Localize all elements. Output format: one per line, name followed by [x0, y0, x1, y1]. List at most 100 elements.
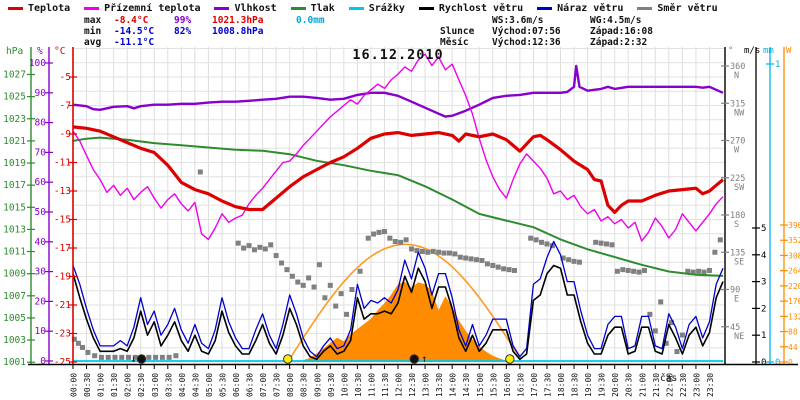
- legend-label: Srážky: [368, 3, 405, 14]
- wind-direction-point: [333, 303, 339, 309]
- sunrise-time: Východ:07:56: [492, 26, 561, 37]
- time-tick-label: 20:00: [611, 373, 620, 397]
- wind-direction-point: [119, 354, 125, 360]
- wind-direction-point: [85, 349, 91, 355]
- time-tick-label: 16:00: [503, 373, 512, 397]
- wind-direction-point: [392, 238, 398, 244]
- legend-dash: [84, 7, 100, 10]
- stats-row-min: min -14.5°C 82% 1008.8hPa: [84, 26, 346, 37]
- time-tick-label: 03:00: [151, 373, 160, 397]
- wind-direction-point: [468, 256, 474, 262]
- wind-direction-point: [295, 279, 301, 285]
- wind-direction-point: [381, 229, 387, 235]
- min-humidity: 82%: [174, 26, 192, 37]
- wind-direction-point: [376, 229, 382, 235]
- wind-tick-label: 5: [761, 224, 766, 234]
- pressure-tick-label: 1025: [3, 92, 26, 103]
- wind-direction-point: [490, 262, 496, 268]
- min-pressure: 1008.8hPa: [212, 26, 264, 37]
- pressure-tick-label: 1023: [3, 114, 26, 125]
- wind-direction-point: [539, 239, 545, 245]
- wind-direction-point: [647, 311, 653, 317]
- wind-direction-point: [75, 340, 81, 346]
- time-tick-label: 16:30: [516, 373, 525, 397]
- time-tick-label: 06:30: [246, 373, 255, 397]
- wind-direction-point: [631, 268, 637, 274]
- radiation-axis-unit: W: [786, 46, 792, 56]
- wind-direction-point: [284, 267, 290, 273]
- time-tick-label: 10:30: [354, 373, 363, 397]
- time-tick-label: 08:00: [286, 373, 295, 397]
- time-tick-label: 07:30: [273, 373, 282, 397]
- humidity-tick-label: 80: [35, 118, 47, 129]
- stats-left: max -8.4°C 99% 1021.3hPa 0.0mm min -14.5°C 82%…: [84, 15, 346, 48]
- time-tick-label: 20:30: [625, 373, 634, 397]
- rain-axis-unit: mm: [763, 46, 774, 56]
- time-tick-label: 18:30: [571, 373, 580, 397]
- time-tick-label: 06:00: [232, 373, 241, 397]
- moon_rise-arrow: ↑: [421, 354, 427, 365]
- humidity-tick-label: 50: [35, 207, 47, 218]
- ground-temperature-line: [72, 53, 724, 242]
- wind-direction-point: [679, 332, 685, 338]
- time-tick-label: 13:30: [435, 373, 444, 397]
- pressure-tick-label: 1009: [3, 269, 26, 280]
- legend-label: Směr větru: [657, 3, 718, 14]
- pressure-tick-label: 1011: [3, 247, 26, 258]
- temperature-tick-label: -23: [54, 329, 71, 340]
- wind-direction-point: [126, 354, 132, 360]
- time-tick-label: 13:00: [422, 373, 431, 397]
- avg-label: avg: [84, 37, 102, 48]
- direction-compass-label: SW: [734, 183, 745, 193]
- humidity-axis-unit: %: [37, 46, 43, 57]
- direction-tick-label: 180: [730, 211, 745, 221]
- min-label: min: [84, 26, 102, 37]
- time-tick-label: 15:30: [489, 373, 498, 397]
- legend: Teplota Přízemní teplota Vlhkost Tlak Srážky…: [8, 3, 718, 14]
- wind-direction-point: [717, 237, 723, 243]
- wind-direction-point: [365, 235, 371, 241]
- min-temp: -14.5°C: [114, 26, 155, 37]
- legend-label: Přízemní teplota: [104, 3, 201, 14]
- wind-direction-point: [197, 169, 203, 175]
- wind-direction-point: [92, 353, 98, 359]
- stats-row-max: max -8.4°C 99% 1021.3hPa 0.0mm: [84, 15, 346, 26]
- sun_rise-marker: [283, 354, 293, 364]
- direction-tick-label: 225: [730, 174, 745, 184]
- legend-dash: [214, 7, 230, 10]
- wind-speed-line: [72, 264, 724, 361]
- direction-axis-unit: °: [728, 46, 733, 56]
- direction-compass-label: W: [734, 146, 740, 156]
- moon_set-marker: [136, 354, 147, 364]
- direction-compass-label: E: [734, 295, 739, 305]
- wind-direction-point: [614, 268, 620, 274]
- wind-direction-point: [560, 255, 566, 261]
- wind-direction-point: [571, 258, 577, 264]
- wind-axis-unit: m/s: [744, 46, 760, 56]
- wind-direction-point: [262, 246, 268, 252]
- max-humidity: 99%: [174, 15, 192, 26]
- wind-direction-point: [658, 299, 664, 305]
- humidity-tick-label: 0: [40, 356, 46, 367]
- wind-stats-row: WS:3.6m/s WG:4.5m/s: [440, 15, 688, 26]
- wind-direction-point: [625, 267, 631, 273]
- wind-direction-point: [669, 320, 675, 326]
- stats-right: WS:3.6m/s WG:4.5m/s Slunce Východ:07:56 Záp…: [440, 15, 688, 48]
- moon_rise-marker: [409, 354, 419, 364]
- wind-direction-point: [349, 287, 355, 293]
- wind-direction-point: [701, 269, 707, 275]
- time-tick-label: 23:00: [692, 373, 701, 397]
- wind-direction-point: [132, 354, 138, 360]
- radiation-tick-label: 308: [788, 251, 800, 260]
- legend-item-0: Teplota: [8, 3, 70, 14]
- time-tick-label: 12:30: [408, 373, 417, 397]
- wind-direction-point: [398, 239, 404, 245]
- wind-direction-point: [436, 249, 442, 255]
- temperature-line: [72, 125, 725, 214]
- legend-item-2: Vlhkost: [214, 3, 277, 14]
- stats-row-avg: avg -11.1°C: [84, 37, 346, 48]
- temperature-tick-label: -9: [60, 129, 72, 140]
- time-tick-label: 00:30: [83, 373, 92, 397]
- time-tick-label: 09:30: [327, 373, 336, 397]
